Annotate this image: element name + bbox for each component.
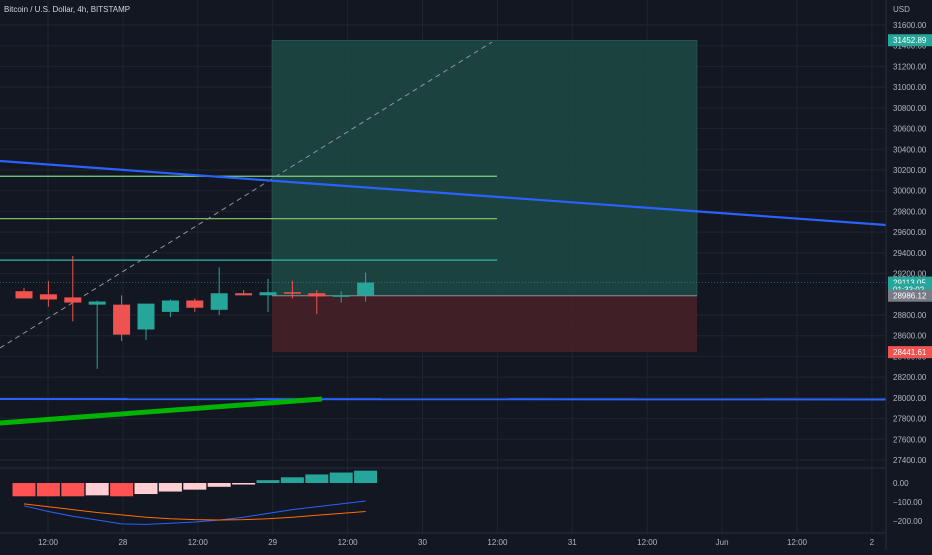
macd-pane [12, 470, 378, 525]
macd-histogram-bar [256, 480, 280, 483]
time-tick-label: 28 [118, 538, 127, 547]
price-tag-label: 29113.05 [893, 279, 926, 288]
price-tick-label: 30800.00 [893, 104, 927, 113]
candle-body [113, 304, 131, 335]
macd-histogram-bar [134, 483, 158, 495]
price-tick-label: 28800.00 [893, 311, 927, 320]
macd-tick-label: 0.00 [893, 479, 909, 488]
macd-histogram-bar [183, 483, 207, 490]
macd-histogram-bar [280, 477, 304, 483]
time-tick-label: 12:00 [38, 538, 59, 547]
price-tick-label: 29400.00 [893, 249, 927, 258]
macd-histogram-bar [232, 483, 256, 485]
price-tick-label: 30400.00 [893, 145, 927, 154]
time-tick-label: 12:00 [637, 538, 658, 547]
candle-body [308, 293, 326, 297]
candle-body [332, 295, 350, 297]
macd-histogram-bar [36, 483, 60, 497]
horizontal-levels[interactable] [0, 175, 497, 261]
time-tick-label: 12:00 [188, 538, 209, 547]
candle-body [210, 293, 228, 310]
price-tick-label: 27400.00 [893, 456, 927, 465]
price-tick-label: 27600.00 [893, 435, 927, 444]
loss-zone[interactable] [272, 295, 697, 353]
macd-histogram-bar [207, 483, 231, 487]
price-tag-box [888, 34, 932, 47]
candle-body [357, 282, 375, 296]
price-tick-label: 29600.00 [893, 228, 927, 237]
green-trendline[interactable] [0, 396, 323, 426]
currency-label: USD [893, 5, 910, 14]
candle-body [15, 291, 33, 299]
price-tag-box [888, 346, 932, 359]
price-tick-label: 31600.00 [893, 21, 927, 30]
price-tick-label: 31000.00 [893, 83, 927, 92]
macd-tick-label: −200.00 [893, 517, 923, 526]
macd-histogram-bar [158, 483, 182, 492]
price-tick-label: 30200.00 [893, 166, 927, 175]
time-tick-label: 12:00 [787, 538, 808, 547]
macd-line [23, 500, 366, 525]
price-tick-label: 28000.00 [893, 394, 927, 403]
price-tag-label: 28986.12 [893, 292, 927, 301]
macd-axis: 0.00 −100.00 −200.00 [893, 479, 923, 526]
macd-histogram-bar [61, 483, 85, 497]
macd-histogram-bar [305, 474, 329, 483]
candle-body [235, 293, 253, 296]
time-tick-label: 29 [268, 538, 277, 547]
blue-trendline-upper[interactable] [0, 159, 887, 227]
symbol-title: Bitcoin / U.S. Dollar, 4h, BITSTAMP [4, 5, 130, 14]
candle-body [283, 292, 301, 294]
macd-histogram-bar [110, 483, 134, 497]
price-tick-label: 28200.00 [893, 373, 927, 382]
macd-histogram-bar [85, 483, 109, 496]
macd-histogram-bar [354, 470, 378, 483]
time-tick-label: 12:00 [338, 538, 359, 547]
price-tag-label: 28441.61 [893, 348, 927, 357]
price-tag-label: 31452.89 [893, 36, 927, 45]
candle-body [161, 300, 179, 312]
time-tick-label: 31 [568, 538, 577, 547]
position-tool[interactable] [271, 39, 698, 353]
macd-histogram-bar [329, 472, 353, 483]
candle-body [64, 297, 82, 303]
candle-body [259, 292, 277, 296]
time-axis[interactable]: 12:00 28 12:00 29 12:00 30 12:00 31 12:00 Jun 12:0… [38, 538, 875, 547]
profit-zone[interactable] [271, 39, 698, 296]
time-tick-label: 2 [870, 538, 875, 547]
time-tick-label: Jun [716, 538, 729, 547]
price-tick-label: 30600.00 [893, 125, 927, 134]
macd-histogram-bar [12, 483, 36, 497]
candle-body [88, 301, 106, 305]
signal-line [23, 503, 366, 521]
time-tick-label: 12:00 [487, 538, 508, 547]
price-tick-label: 31200.00 [893, 62, 927, 71]
blue-trendline-lower[interactable] [0, 398, 887, 401]
dashed-projection-line[interactable] [0, 41, 493, 349]
macd-tick-label: −100.00 [893, 498, 923, 507]
price-tick-label: 28600.00 [893, 332, 927, 341]
candle-body [39, 294, 57, 300]
price-tick-label: 30000.00 [893, 187, 927, 196]
time-tick-label: 30 [418, 538, 427, 547]
price-tick-label: 29800.00 [893, 207, 927, 216]
price-tag-box [888, 289, 932, 302]
price-tick-label: 29200.00 [893, 270, 927, 279]
candle-body [137, 303, 155, 330]
price-tick-label: 27800.00 [893, 415, 927, 424]
candle-body [186, 300, 204, 308]
candles [15, 255, 375, 369]
